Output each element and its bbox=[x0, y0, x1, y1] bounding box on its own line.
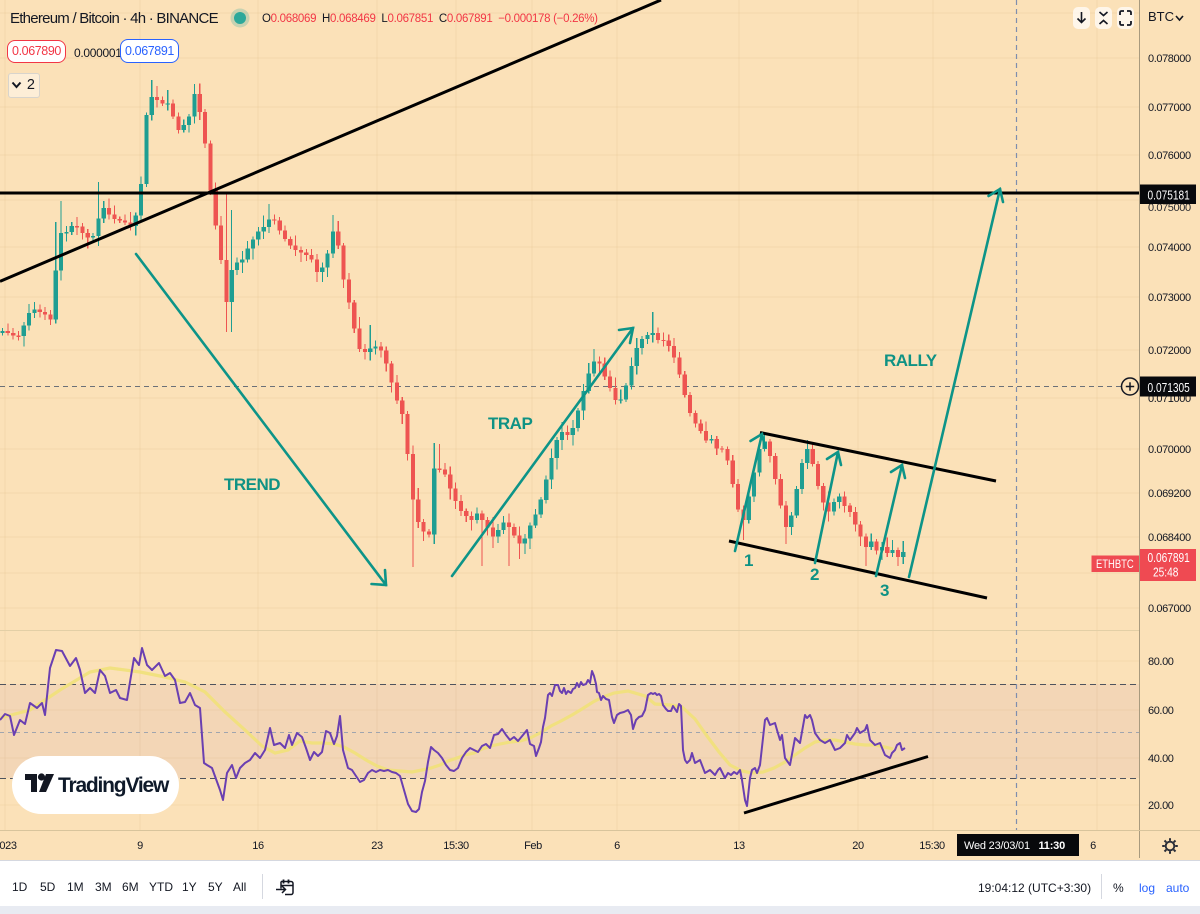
svg-text:20.00: 20.00 bbox=[1148, 800, 1174, 812]
svg-text:0.073000: 0.073000 bbox=[1148, 292, 1191, 304]
svg-text:3: 3 bbox=[880, 581, 889, 600]
svg-text:0.067000: 0.067000 bbox=[1148, 603, 1191, 615]
svg-text:15:30: 15:30 bbox=[919, 840, 945, 852]
svg-text:TREND: TREND bbox=[224, 475, 280, 494]
svg-text:0.070000: 0.070000 bbox=[1148, 444, 1191, 456]
svg-text:23: 23 bbox=[371, 840, 383, 852]
svg-text:TRAP: TRAP bbox=[488, 414, 532, 433]
svg-text:0.078000: 0.078000 bbox=[1148, 53, 1191, 65]
svg-text:023: 023 bbox=[0, 840, 17, 852]
svg-text:0.067891: 0.067891 bbox=[1148, 551, 1190, 565]
svg-text:25:48: 25:48 bbox=[1153, 565, 1178, 579]
svg-text:0.074000: 0.074000 bbox=[1148, 242, 1191, 254]
svg-text:0.076000: 0.076000 bbox=[1148, 150, 1191, 162]
svg-text:0.069200: 0.069200 bbox=[1148, 488, 1191, 500]
svg-text:0.068400: 0.068400 bbox=[1148, 532, 1191, 544]
svg-text:0.077000: 0.077000 bbox=[1148, 102, 1191, 114]
svg-text:9: 9 bbox=[137, 840, 143, 852]
svg-text:80.00: 80.00 bbox=[1148, 656, 1174, 668]
svg-text:0.075000: 0.075000 bbox=[1148, 202, 1191, 214]
svg-text:Wed 23/03/01 11:30: Wed 23/03/01 11:30 bbox=[964, 840, 1065, 852]
svg-text:6: 6 bbox=[614, 840, 620, 852]
svg-text:ETHBTC: ETHBTC bbox=[1096, 558, 1134, 571]
svg-text:13: 13 bbox=[733, 840, 745, 852]
svg-text:6: 6 bbox=[1090, 840, 1096, 852]
svg-text:BTC: BTC bbox=[1148, 9, 1174, 24]
svg-text:15:30: 15:30 bbox=[443, 840, 469, 852]
svg-text:2: 2 bbox=[810, 565, 819, 584]
svg-text:0.072000: 0.072000 bbox=[1148, 345, 1191, 357]
svg-text:20: 20 bbox=[852, 840, 864, 852]
svg-text:0.071305: 0.071305 bbox=[1148, 381, 1190, 395]
svg-text:16: 16 bbox=[252, 840, 264, 852]
svg-text:60.00: 60.00 bbox=[1148, 705, 1174, 717]
svg-text:0.075181: 0.075181 bbox=[1148, 188, 1190, 202]
svg-text:Feb: Feb bbox=[524, 840, 542, 852]
svg-text:40.00: 40.00 bbox=[1148, 753, 1174, 765]
svg-text:1: 1 bbox=[744, 551, 753, 570]
svg-text:RALLY: RALLY bbox=[884, 351, 938, 370]
